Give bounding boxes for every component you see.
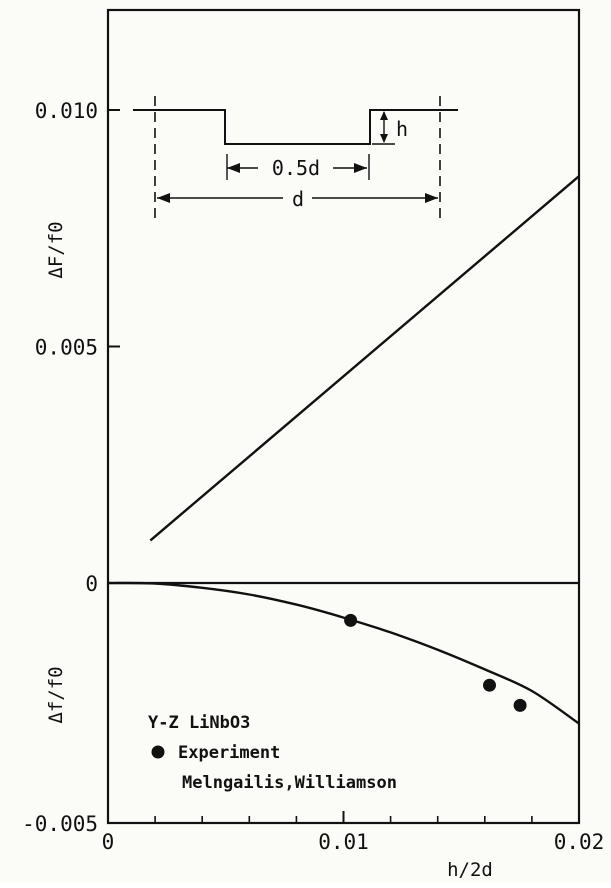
- series-upper-line: [149, 175, 580, 542]
- y-tick-label-2: 0.005: [35, 336, 98, 360]
- groove-inset-diagram: h 0.5d d: [133, 96, 458, 218]
- y-tick-label-3: 0.010: [35, 99, 98, 123]
- legend-experiment-marker: [151, 745, 165, 759]
- y-axis-label-upper: ΔF/f0: [45, 221, 67, 278]
- inset-label-h: h: [396, 117, 408, 141]
- inset-label-d: d: [292, 187, 304, 211]
- series-lower-curve: [107, 581, 580, 725]
- inset-half-d-arrowhead-right: [354, 163, 367, 173]
- y-tick-label-1: 0: [85, 572, 98, 596]
- inset-h-arrowhead-down: [380, 134, 388, 143]
- y-axis-label-lower: Δf/f0: [45, 666, 67, 723]
- y-tick-label-0: -0.005: [22, 812, 98, 836]
- inset-label-half-d: 0.5d: [272, 156, 320, 180]
- inset-half-d-arrowhead-left: [227, 163, 240, 173]
- legend-material: Y-Z LiNbO3: [148, 713, 250, 733]
- experiment-point-1: [483, 678, 496, 692]
- x-tick-label-0: 0: [102, 830, 115, 854]
- inset-d-arrowhead-left: [157, 193, 170, 203]
- chart-marks: [107, 175, 580, 725]
- inset-h-arrowhead-up: [380, 111, 388, 120]
- legend-source: Melngailis,Williamson: [182, 773, 397, 793]
- x-tick-label-1: 0.01: [318, 830, 369, 854]
- plot-frame: [106, 8, 581, 825]
- x-axis-label: h/2d: [447, 859, 493, 881]
- inset-d-arrowhead-right: [425, 193, 438, 203]
- x-tick-label-2: 0.02: [554, 830, 605, 854]
- legend-experiment-label: Experiment: [178, 743, 280, 763]
- legend: Y-Z LiNbO3 Experiment Melngailis,William…: [148, 713, 397, 793]
- experiment-point-0: [344, 613, 358, 627]
- inset-groove-profile: [133, 109, 458, 145]
- experiment-point-2: [513, 698, 527, 712]
